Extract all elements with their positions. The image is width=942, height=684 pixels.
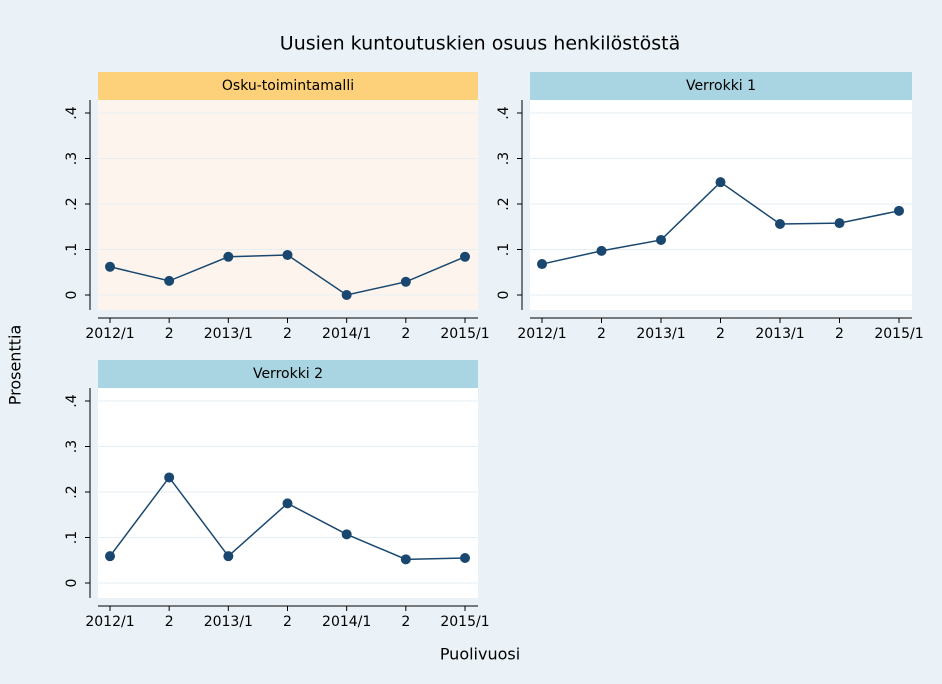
- y-tick-label: .3: [64, 440, 80, 453]
- data-point: [596, 245, 607, 256]
- data-point: [341, 290, 352, 300]
- x-tick-label: 2: [283, 326, 292, 342]
- chart-title: Uusien kuntoutuskien osuus henkilöstöstä: [280, 33, 680, 55]
- y-tick-label: .1: [496, 243, 512, 256]
- y-tick-label: .4: [496, 106, 512, 119]
- y-tick-label: .4: [64, 106, 80, 119]
- y-tick-label: .1: [64, 243, 80, 256]
- x-tick-label: 2: [165, 326, 174, 342]
- data-point: [834, 218, 845, 229]
- x-tick-label: 2: [401, 326, 410, 342]
- x-tick-label: 2: [835, 326, 844, 342]
- data-point: [105, 551, 115, 562]
- plot-area: [98, 100, 478, 310]
- data-point: [894, 205, 904, 216]
- y-tick-label: .2: [64, 197, 80, 210]
- y-tick-label: .3: [496, 152, 512, 165]
- x-tick-label: 2: [597, 326, 606, 342]
- y-tick-label: 0: [64, 579, 80, 588]
- x-tick-label: 2012/1: [85, 614, 134, 630]
- y-tick-label: .2: [496, 197, 512, 210]
- plot-area: [530, 100, 912, 310]
- x-tick-label: 2015/1: [874, 326, 923, 342]
- x-tick-label: 2012/1: [85, 326, 134, 342]
- data-point: [775, 219, 785, 230]
- x-tick-label: 2013/1: [636, 326, 685, 342]
- x-tick-label: 2015/1: [440, 326, 489, 342]
- x-axis-label: Puolivuosi: [440, 645, 520, 664]
- panel-header: [530, 72, 912, 100]
- x-tick-label: 2: [283, 614, 292, 630]
- data-point: [656, 234, 666, 245]
- x-tick-label: 2: [401, 614, 410, 630]
- x-tick-label: 2013/1: [204, 614, 253, 630]
- panel-header: [98, 360, 478, 388]
- data-point: [400, 276, 411, 287]
- y-tick-label: .4: [64, 394, 80, 407]
- data-point: [537, 259, 547, 270]
- y-tick-label: .3: [64, 152, 80, 165]
- x-tick-label: 2: [165, 614, 174, 630]
- data-point: [460, 552, 470, 563]
- y-tick-label: 0: [496, 291, 512, 300]
- panel-title: Verrokki 1: [686, 78, 756, 94]
- y-axis-label: Prosenttia: [6, 325, 25, 406]
- data-point: [223, 251, 234, 262]
- data-point: [282, 498, 293, 509]
- data-point: [223, 551, 234, 562]
- panel-header: [98, 72, 478, 100]
- x-tick-label: 2012/1: [517, 326, 566, 342]
- data-point: [164, 275, 175, 286]
- x-tick-label: 2: [716, 326, 725, 342]
- x-tick-label: 2013/1: [755, 326, 804, 342]
- data-point: [105, 261, 115, 272]
- x-tick-label: 2013/1: [204, 326, 253, 342]
- plot-area: [98, 388, 478, 598]
- data-point: [460, 251, 470, 262]
- data-point: [400, 554, 411, 565]
- data-point: [715, 177, 726, 188]
- y-tick-label: 0: [64, 291, 80, 300]
- y-tick-label: .2: [64, 485, 80, 498]
- data-point: [282, 249, 293, 260]
- data-point: [164, 472, 175, 483]
- data-point: [341, 529, 352, 540]
- x-tick-label: 2015/1: [440, 614, 489, 630]
- panel-title: Osku-toimintamalli: [222, 78, 354, 94]
- y-tick-label: .1: [64, 531, 80, 544]
- x-tick-label: 2014/1: [322, 326, 371, 342]
- x-tick-label: 2014/1: [322, 614, 371, 630]
- panel-title: Verrokki 2: [253, 366, 323, 382]
